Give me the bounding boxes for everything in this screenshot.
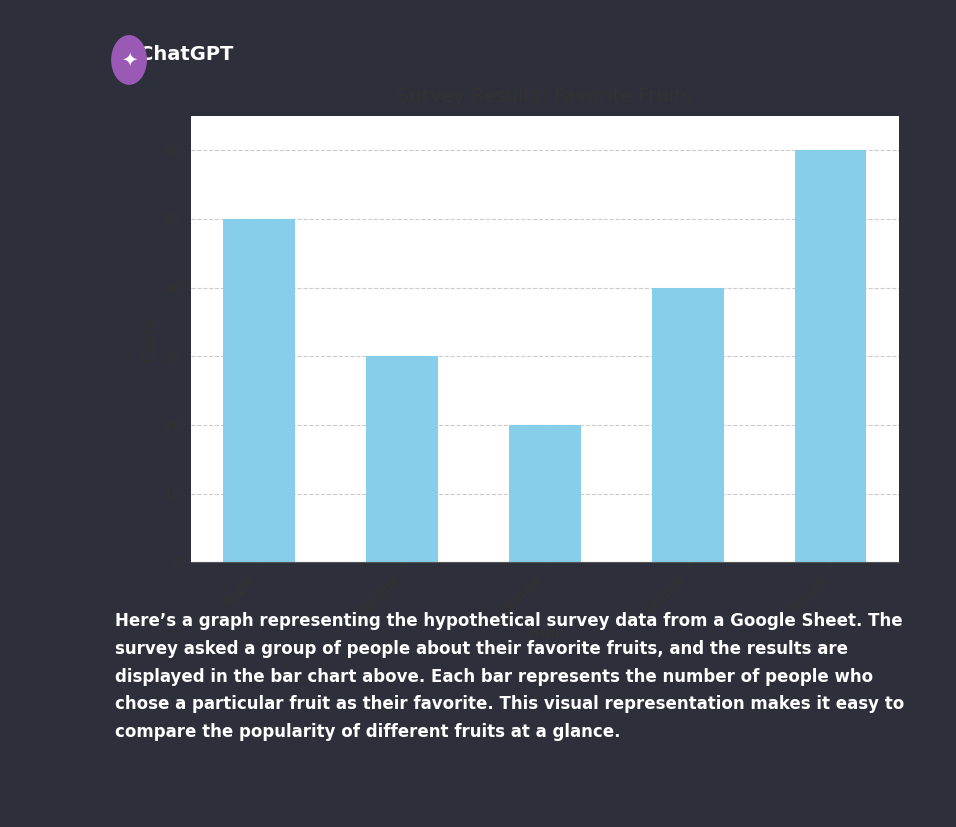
Circle shape <box>112 36 146 84</box>
Bar <box>224 219 294 562</box>
Y-axis label: Count: Count <box>141 317 157 361</box>
Bar <box>652 288 724 562</box>
X-axis label: Fruit: Fruit <box>528 626 562 642</box>
Text: Here’s a graph representing the hypothetical survey data from a Google Sheet. Th: Here’s a graph representing the hypothet… <box>115 612 904 741</box>
Text: ChatGPT: ChatGPT <box>139 45 233 64</box>
Bar <box>510 425 580 562</box>
Bar <box>366 356 438 562</box>
Bar <box>795 151 866 562</box>
Title: Survey Results: Favorite Fruits: Survey Results: Favorite Fruits <box>398 87 692 106</box>
Text: ✦: ✦ <box>120 50 138 69</box>
